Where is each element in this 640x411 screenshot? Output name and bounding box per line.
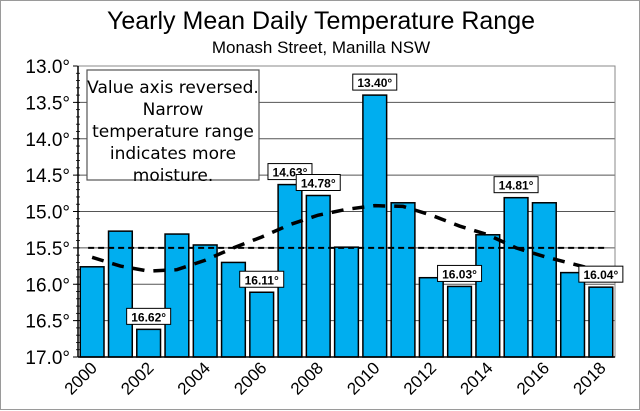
- bar-2017: [559, 271, 586, 358]
- data-label-2008: 14.78°: [301, 176, 336, 190]
- data-label-box: [437, 264, 483, 282]
- data-label-box: [126, 307, 172, 325]
- bar-2015: [503, 196, 529, 358]
- y-tick-label: 13.5°: [25, 93, 70, 114]
- trend-line: [91, 203, 602, 273]
- x-tick-label-2018: 2018: [570, 358, 610, 398]
- bar-2001: [107, 230, 134, 358]
- x-tick-label-2004: 2004: [174, 358, 214, 398]
- bar-2011: [390, 202, 416, 358]
- bar-2006: [249, 291, 275, 358]
- data-label-box: [493, 176, 539, 194]
- data-label-2010: 13.40°: [357, 76, 392, 90]
- bar-2003: [164, 233, 190, 358]
- chart-title: Yearly Mean Daily Temperature Range: [106, 7, 535, 35]
- bar-2008: [305, 194, 331, 358]
- data-label-box: [295, 173, 341, 191]
- data-label-2013: 16.03°: [442, 267, 477, 281]
- bar-2012: [418, 276, 444, 358]
- y-tick-label: 14.0°: [25, 130, 70, 151]
- x-tick-label-2010: 2010: [343, 358, 383, 398]
- annotation-line: indicates more: [110, 144, 236, 164]
- annotation-line: temperature range: [92, 122, 254, 142]
- data-label-2018: 16.04°: [583, 268, 618, 282]
- y-tick-label: 16.0°: [25, 275, 70, 296]
- y-tick-label: 15.0°: [25, 203, 70, 224]
- y-tick-label: 13.0°: [25, 57, 70, 78]
- data-label-box: [239, 270, 285, 288]
- bar-2018: [588, 286, 614, 358]
- bar-2009: [333, 246, 360, 358]
- chart-subtitle: Monash Street, Manilla NSW: [211, 38, 431, 57]
- bar-2014: [475, 234, 501, 358]
- annotation-box: [86, 69, 260, 181]
- data-label-2015: 14.81°: [499, 179, 534, 193]
- data-label-2006: 16.11°: [245, 273, 279, 287]
- x-tick-label-2016: 2016: [513, 358, 553, 398]
- data-label-box: [578, 265, 624, 283]
- bar-2016: [531, 202, 557, 358]
- data-label-2002: 16.62°: [131, 310, 166, 324]
- annotation-line: Value axis reversed.: [87, 78, 259, 98]
- y-tick-label: 16.5°: [25, 312, 70, 333]
- y-tick-label: 17.0°: [25, 348, 70, 369]
- y-tick-label: 14.5°: [25, 166, 70, 187]
- bar-2013: [446, 285, 473, 358]
- x-tick-label-2008: 2008: [287, 358, 327, 398]
- data-label-box: [352, 73, 398, 91]
- x-tick-label-2006: 2006: [230, 358, 270, 398]
- bar-2002: [136, 328, 162, 358]
- x-tick-label-2012: 2012: [400, 358, 440, 398]
- annotation-line: Narrow: [143, 100, 204, 120]
- bar-2010: [362, 94, 388, 358]
- x-tick-label-2014: 2014: [456, 358, 496, 398]
- y-tick-label: 15.5°: [25, 239, 70, 260]
- x-tick-label-2002: 2002: [117, 358, 157, 398]
- annotation-line: moisture.: [133, 166, 213, 186]
- bar-2000: [79, 266, 105, 358]
